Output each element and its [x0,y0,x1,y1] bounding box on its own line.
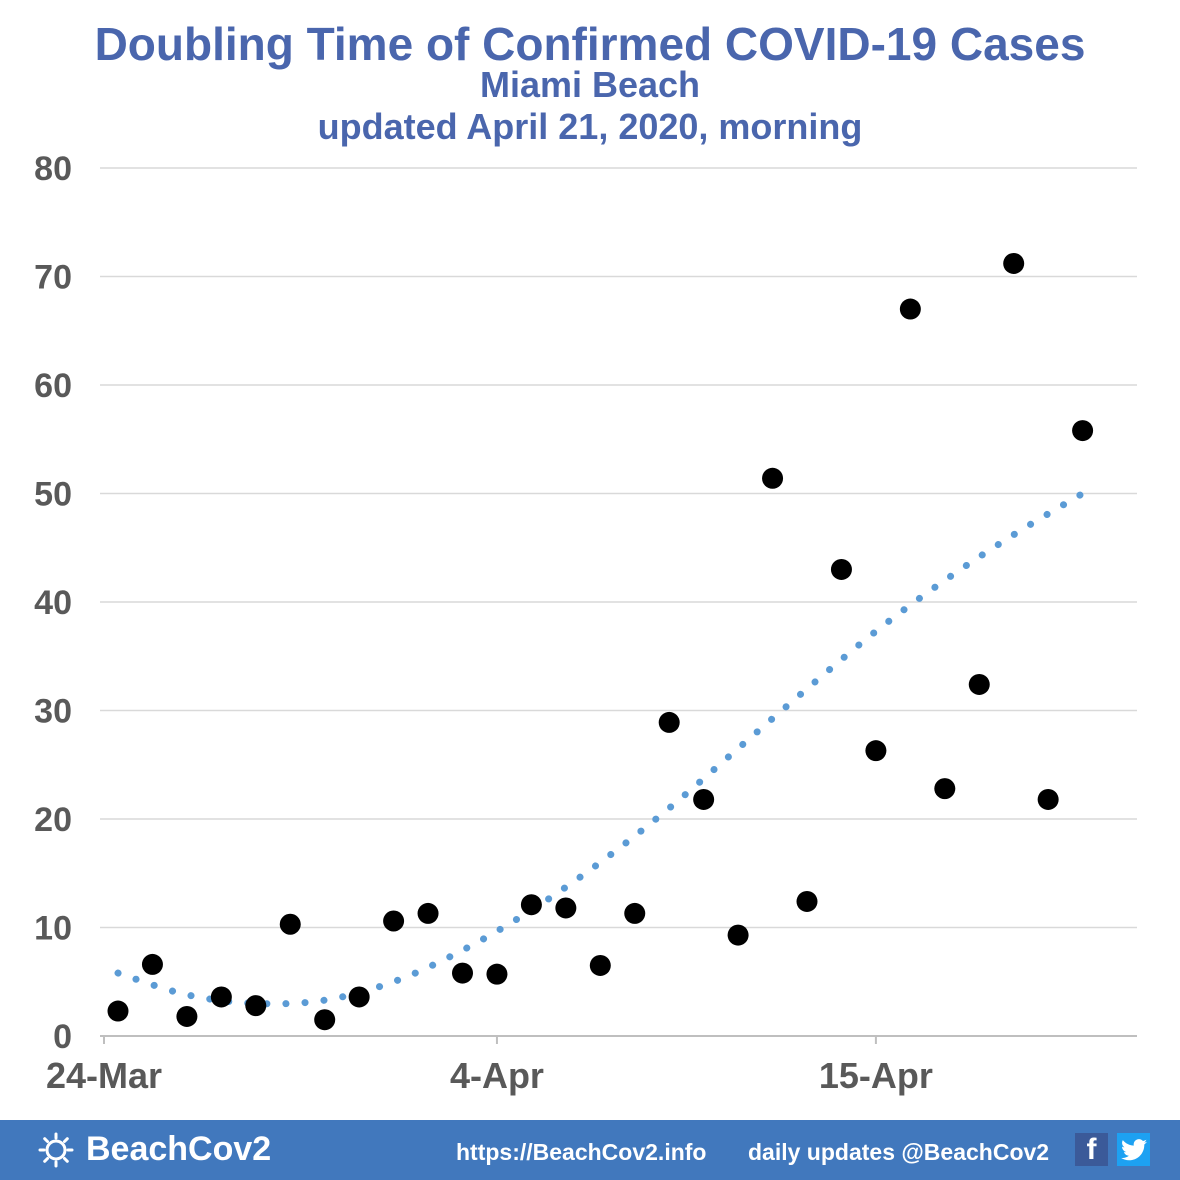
data-point [417,902,439,924]
data-point [865,740,887,762]
y-tick-label: 10 [34,910,72,948]
data-point [210,986,232,1008]
y-axis: 0 10 20 30 40 50 60 70 80 [34,150,72,1056]
data-point [934,778,956,800]
data-point [624,902,646,924]
x-tick-label: 4-Apr [450,1055,544,1096]
x-tick-label: 24-Mar [46,1055,162,1096]
data-point [693,788,715,810]
data-points [107,252,1094,1031]
data-point [727,924,749,946]
website-link[interactable]: https://BeachCov2.info [456,1139,707,1165]
sun-icon [38,1132,74,1167]
y-tick-label: 50 [34,476,72,514]
chart-subtitle: Miami Beach [479,64,701,105]
x-axis: 24-Mar 4-Apr 15-Apr [46,1035,1137,1096]
scatter-chart: 0 10 20 30 40 50 60 70 80 24-Mar 4-Apr 15-Apr [34,150,1137,1096]
data-point [658,711,680,733]
data-point [1072,420,1094,442]
data-point [968,673,990,695]
data-point [762,467,784,489]
data-point [348,986,370,1008]
chart-title: Doubling Time of Confirmed COVID-19 Case… [94,18,1086,70]
x-tick-label: 15-Apr [819,1055,933,1096]
data-point [1003,252,1025,274]
y-tick-label: 40 [34,584,72,622]
data-point [245,995,267,1017]
data-point [555,897,577,919]
data-point [141,953,163,975]
data-point [1037,788,1059,810]
brand-logo[interactable]: BeachCov2 [38,1130,271,1169]
grid-lines [100,167,1137,929]
data-point [796,890,818,912]
data-point [899,298,921,320]
y-tick-label: 60 [34,367,72,405]
twitter-icon[interactable] [1117,1133,1150,1166]
data-point [452,962,473,984]
data-point [589,954,611,976]
brand-name: BeachCov2 [86,1130,272,1168]
y-tick-label: 0 [53,1018,72,1056]
data-point [383,910,405,932]
data-point [176,1005,198,1027]
data-point [107,1000,129,1022]
daily-updates-link[interactable]: daily updates @BeachCov2 [748,1139,1050,1165]
data-point [279,913,301,935]
y-tick-label: 70 [34,259,72,297]
y-tick-label: 30 [34,693,72,731]
data-point [314,1009,336,1031]
trendline-path [114,490,1087,1008]
facebook-icon[interactable]: f [1075,1133,1108,1166]
y-tick-label: 80 [34,150,72,188]
footer-bar: BeachCov2 https://BeachCov2.info daily u… [0,1120,1180,1180]
data-point [830,558,852,580]
trendline [114,490,1087,1008]
y-tick-label: 20 [34,801,72,839]
data-point [486,963,508,985]
data-point [520,894,542,916]
chart-updated-date: updated April 21, 2020, morning [317,106,863,147]
